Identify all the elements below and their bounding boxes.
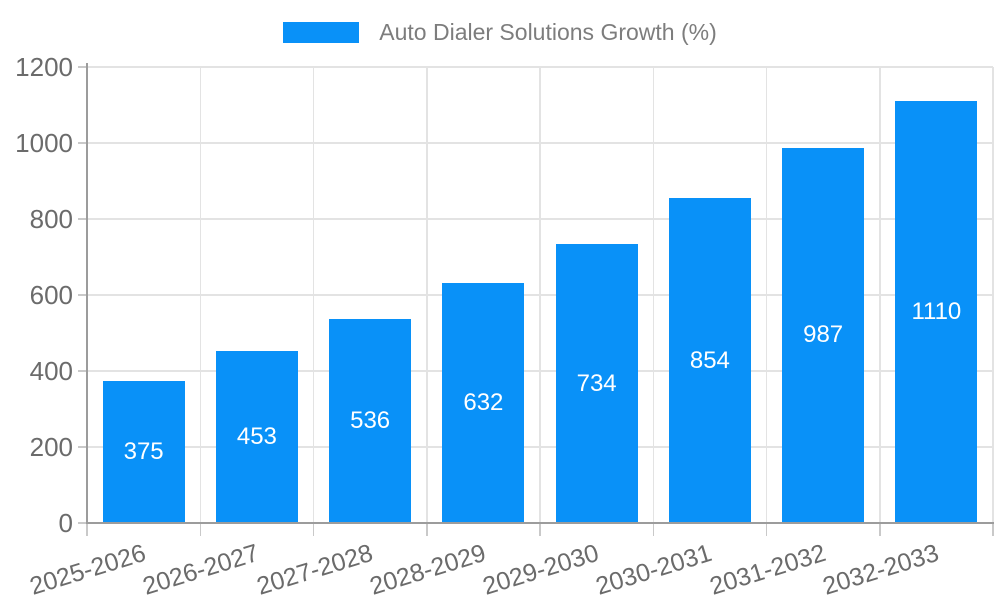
- x-tick-mark: [199, 523, 201, 536]
- bar-2030-2031[interactable]: [668, 198, 751, 523]
- x-axis-line: [86, 522, 994, 524]
- x-tick-mark: [879, 523, 881, 536]
- v-gridline: [312, 67, 315, 523]
- y-tick-label: 0: [58, 508, 73, 538]
- x-tick-mark: [86, 523, 88, 536]
- x-tick-label: 2026-2027: [139, 538, 263, 600]
- x-tick-mark: [539, 523, 541, 536]
- y-tick-mark: [78, 522, 87, 524]
- x-tick-label: 2029-2030: [479, 538, 603, 600]
- bar-2032-2033[interactable]: [895, 101, 978, 523]
- chart-legend[interactable]: Auto Dialer Solutions Growth (%): [0, 16, 1000, 48]
- y-tick-label: 1200: [15, 52, 73, 82]
- bar-2029-2030[interactable]: [555, 244, 638, 523]
- bar-value-label: 536: [350, 407, 391, 435]
- v-gridline: [199, 67, 201, 523]
- v-gridline: [765, 67, 768, 523]
- chart-title: Auto Dialer Solutions Growth (%): [379, 18, 717, 45]
- v-gridline: [652, 67, 654, 523]
- y-tick-mark: [78, 294, 87, 296]
- legend-swatch: [283, 21, 360, 43]
- x-tick-mark: [765, 523, 768, 536]
- x-tick-mark: [652, 523, 654, 536]
- bar-2026-2027[interactable]: [215, 350, 298, 523]
- x-tick-label: 2028-2029: [366, 538, 489, 600]
- y-tick-label: 200: [29, 432, 73, 462]
- x-tick-label: 2032-2033: [819, 538, 942, 600]
- y-tick-label: 400: [29, 356, 73, 386]
- y-tick-mark: [78, 446, 87, 448]
- y-tick-mark: [78, 142, 87, 144]
- x-tick-label: 2031-2032: [706, 538, 829, 600]
- y-tick-label: 1000: [15, 128, 73, 158]
- x-tick-label: 2027-2028: [253, 538, 376, 600]
- y-tick-mark: [78, 66, 87, 68]
- x-tick-mark: [992, 523, 994, 536]
- x-tick-label: 2025-2026: [26, 538, 150, 600]
- bar-2031-2032[interactable]: [782, 147, 865, 523]
- y-tick-mark: [78, 370, 87, 372]
- bar-value-label: 632: [463, 388, 504, 416]
- y-axis-line: [86, 63, 88, 523]
- bar-2025-2026[interactable]: [102, 380, 185, 523]
- v-gridline: [426, 67, 428, 523]
- bar-value-label: 987: [803, 321, 844, 349]
- x-tick-label: 2030-2031: [592, 538, 716, 600]
- y-tick-label: 800: [29, 204, 73, 234]
- bar-value-label: 375: [123, 437, 164, 465]
- bar-value-label: 1110: [911, 298, 962, 326]
- bar-2028-2029[interactable]: [442, 282, 525, 523]
- y-tick-mark: [78, 218, 87, 220]
- y-tick-label: 600: [29, 280, 73, 310]
- v-gridline: [992, 67, 994, 523]
- v-gridline: [879, 67, 881, 523]
- v-gridline: [539, 67, 541, 523]
- bar-2027-2028[interactable]: [329, 319, 412, 523]
- bar-value-label: 734: [576, 369, 617, 397]
- x-tick-mark: [426, 523, 428, 536]
- bar-value-label: 854: [689, 346, 730, 374]
- x-tick-mark: [312, 523, 315, 536]
- bar-value-label: 453: [236, 422, 277, 450]
